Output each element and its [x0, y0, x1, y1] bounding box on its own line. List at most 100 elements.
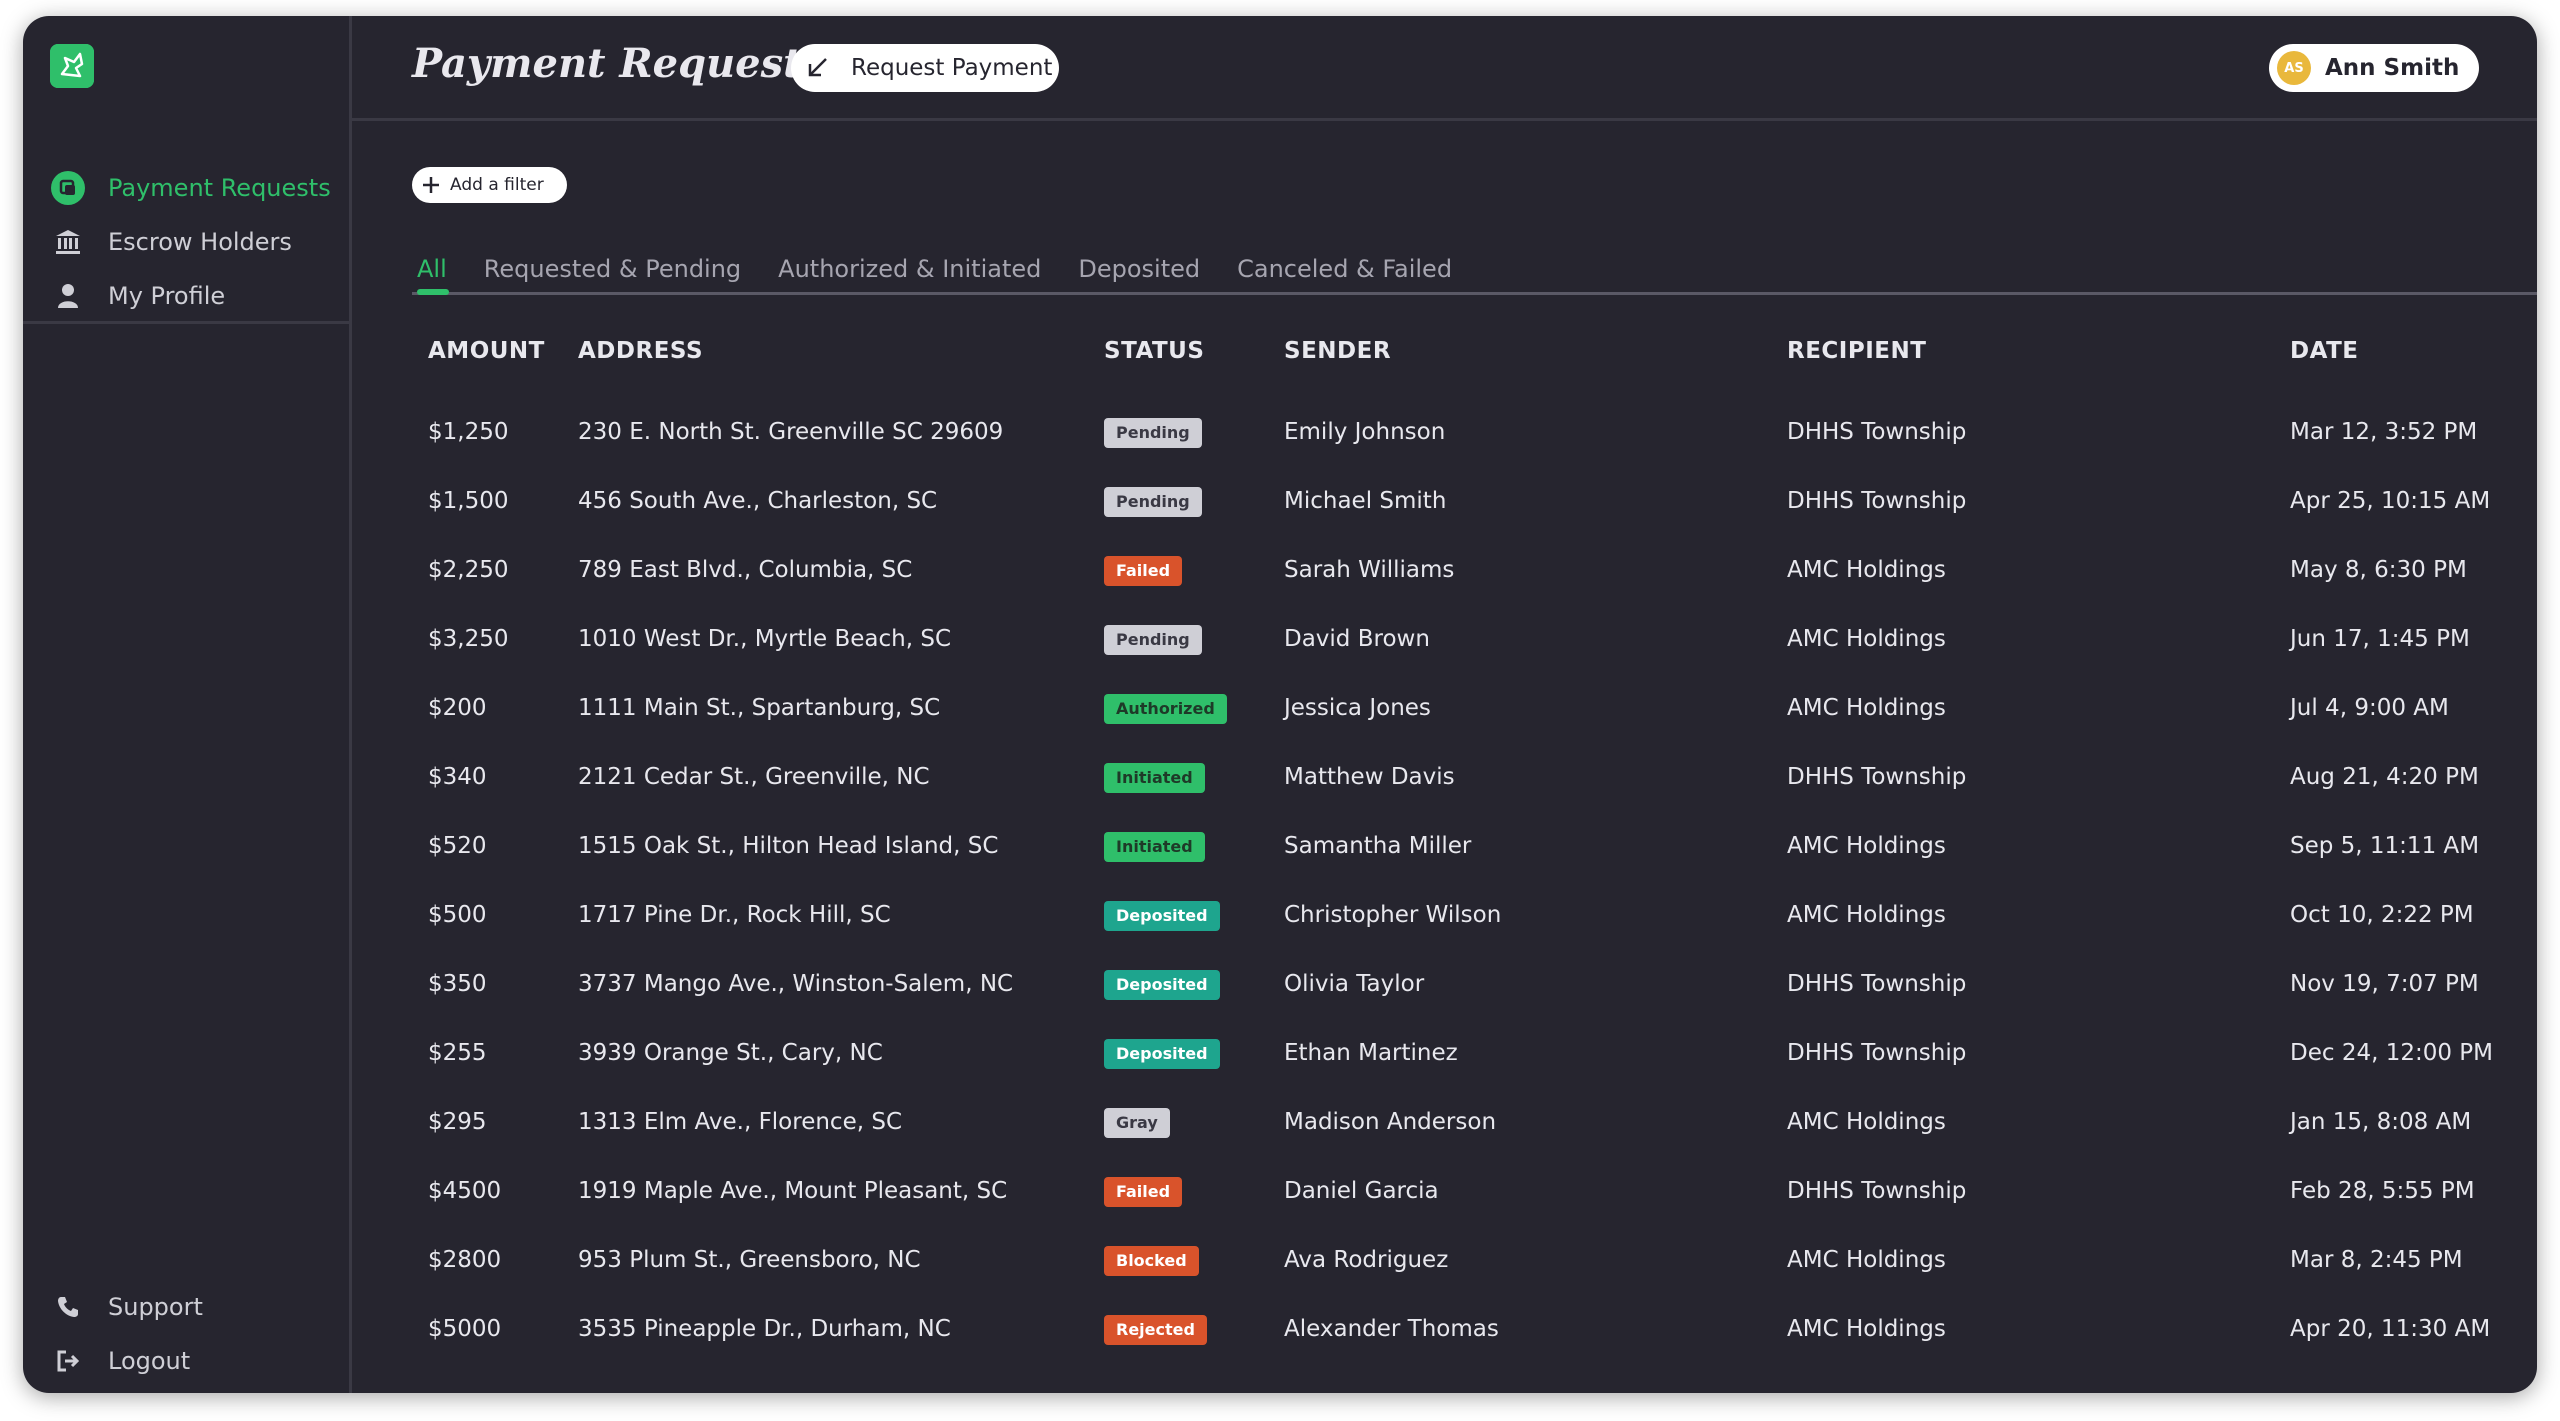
table-row[interactable]: $500 1717 Pine Dr., Rock Hill, SC Deposi…	[428, 882, 2528, 951]
recipient-cell: AMC Holdings	[1787, 626, 1946, 652]
recipient-cell: DHHS Township	[1787, 971, 1967, 997]
address-cell: 3737 Mango Ave., Winston-Salem, NC	[578, 971, 1014, 997]
date-cell: Mar 12, 3:52 PM	[2290, 419, 2478, 445]
sidebar-item-support[interactable]: Support	[50, 1280, 203, 1334]
sender-cell: Madison Anderson	[1284, 1109, 1497, 1135]
column-header-date[interactable]: DATE	[2290, 338, 2359, 364]
table-row[interactable]: $3,250 1010 West Dr., Myrtle Beach, SC P…	[428, 606, 2528, 675]
tab-all[interactable]: All	[417, 255, 447, 283]
address-cell: 1313 Elm Ave., Florence, SC	[578, 1109, 903, 1135]
address-cell: 456 South Ave., Charleston, SC	[578, 488, 938, 514]
address-cell: 789 East Blvd., Columbia, SC	[578, 557, 913, 583]
amount-cell: $2,250	[428, 557, 509, 583]
arrow-down-left-icon	[807, 56, 831, 80]
amount-cell: $200	[428, 695, 487, 721]
table-row[interactable]: $4500 1919 Maple Ave., Mount Pleasant, S…	[428, 1158, 2528, 1227]
sidebar-bottom-nav: Support Logout	[50, 1280, 203, 1388]
tab-canceled-failed[interactable]: Canceled & Failed	[1237, 255, 1453, 283]
sidebar-item-label: Payment Requests	[108, 174, 331, 202]
address-cell: 1717 Pine Dr., Rock Hill, SC	[578, 902, 891, 928]
date-cell: Apr 20, 11:30 AM	[2290, 1316, 2491, 1342]
column-header-status[interactable]: STATUS	[1104, 338, 1205, 364]
active-tab-indicator	[417, 289, 449, 295]
table-row[interactable]: $1,250 230 E. North St. Greenville SC 29…	[428, 399, 2528, 468]
address-cell: 1515 Oak St., Hilton Head Island, SC	[578, 833, 999, 859]
table-header: AMOUNT ADDRESS STATUS SENDER RECIPIENT D…	[428, 338, 2528, 407]
status-badge: Gray	[1104, 1108, 1170, 1138]
sender-cell: Sarah Williams	[1284, 557, 1455, 583]
column-header-recipient[interactable]: RECIPIENT	[1787, 338, 1927, 364]
address-cell: 230 E. North St. Greenville SC 29609	[578, 419, 1004, 445]
amount-cell: $295	[428, 1109, 487, 1135]
amount-cell: $520	[428, 833, 487, 859]
address-cell: 3939 Orange St., Cary, NC	[578, 1040, 883, 1066]
table-row[interactable]: $2800 953 Plum St., Greensboro, NC Block…	[428, 1227, 2528, 1296]
table-row[interactable]: $1,500 456 South Ave., Charleston, SC Pe…	[428, 468, 2528, 537]
status-badge: Blocked	[1104, 1246, 1199, 1276]
date-cell: Oct 10, 2:22 PM	[2290, 902, 2474, 928]
request-payment-button[interactable]: Request Payment	[791, 44, 1059, 92]
sidebar-divider	[23, 321, 349, 324]
table-row[interactable]: $350 3737 Mango Ave., Winston-Salem, NC …	[428, 951, 2528, 1020]
sender-cell: Ethan Martinez	[1284, 1040, 1458, 1066]
bank-icon	[50, 224, 86, 260]
sidebar-nav: Payment Requests Escrow Holders My Profi…	[50, 161, 331, 323]
tab-authorized-initiated[interactable]: Authorized & Initiated	[778, 255, 1042, 283]
date-cell: Jun 17, 1:45 PM	[2290, 626, 2470, 652]
recipient-cell: DHHS Township	[1787, 488, 1967, 514]
user-icon	[50, 278, 86, 314]
recipient-cell: AMC Holdings	[1787, 557, 1946, 583]
status-badge: Pending	[1104, 487, 1202, 517]
recipient-cell: DHHS Township	[1787, 419, 1967, 445]
sender-cell: Michael Smith	[1284, 488, 1447, 514]
status-badge: Initiated	[1104, 763, 1205, 793]
sender-cell: Emily Johnson	[1284, 419, 1446, 445]
date-cell: Apr 25, 10:15 AM	[2290, 488, 2491, 514]
sender-cell: Alexander Thomas	[1284, 1316, 1499, 1342]
sidebar-item-logout[interactable]: Logout	[50, 1334, 203, 1388]
table-row[interactable]: $200 1111 Main St., Spartanburg, SC Auth…	[428, 675, 2528, 744]
address-cell: 2121 Cedar St., Greenville, NC	[578, 764, 930, 790]
app-logo-icon[interactable]	[50, 44, 94, 88]
table-row[interactable]: $295 1313 Elm Ave., Florence, SC Gray Ma…	[428, 1089, 2528, 1158]
table-row[interactable]: $340 2121 Cedar St., Greenville, NC Init…	[428, 744, 2528, 813]
date-cell: Sep 5, 11:11 AM	[2290, 833, 2480, 859]
sidebar-item-label: Escrow Holders	[108, 228, 292, 256]
column-header-amount[interactable]: AMOUNT	[428, 338, 545, 364]
sidebar-item-payment-requests[interactable]: Payment Requests	[50, 161, 331, 215]
sidebar-item-escrow-holders[interactable]: Escrow Holders	[50, 215, 331, 269]
sender-cell: Samantha Miller	[1284, 833, 1472, 859]
amount-cell: $340	[428, 764, 487, 790]
amount-cell: $3,250	[428, 626, 509, 652]
status-badge: Deposited	[1104, 1039, 1220, 1069]
sidebar-item-my-profile[interactable]: My Profile	[50, 269, 331, 323]
tab-deposited[interactable]: Deposited	[1078, 255, 1201, 283]
date-cell: Jul 4, 9:00 AM	[2290, 695, 2449, 721]
table-row[interactable]: $5000 3535 Pineapple Dr., Durham, NC Rej…	[428, 1296, 2528, 1365]
date-cell: Mar 8, 2:45 PM	[2290, 1247, 2463, 1273]
status-badge: Authorized	[1104, 694, 1227, 724]
table-row[interactable]: $2,250 789 East Blvd., Columbia, SC Fail…	[428, 537, 2528, 606]
column-header-address[interactable]: ADDRESS	[578, 338, 704, 364]
sender-cell: Ava Rodriguez	[1284, 1247, 1449, 1273]
status-badge: Rejected	[1104, 1315, 1207, 1345]
date-cell: Nov 19, 7:07 PM	[2290, 971, 2479, 997]
sender-cell: David Brown	[1284, 626, 1430, 652]
table-row[interactable]: $520 1515 Oak St., Hilton Head Island, S…	[428, 813, 2528, 882]
sender-cell: Jessica Jones	[1284, 695, 1431, 721]
tab-requested-pending[interactable]: Requested & Pending	[483, 255, 742, 283]
plus-icon	[422, 176, 440, 194]
address-cell: 953 Plum St., Greensboro, NC	[578, 1247, 921, 1273]
tabs-divider	[412, 292, 2537, 295]
add-filter-button[interactable]: Add a filter	[412, 167, 567, 203]
column-header-sender[interactable]: SENDER	[1284, 338, 1392, 364]
status-tabs: All Requested & Pending Authorized & Ini…	[417, 255, 1489, 295]
address-cell: 1111 Main St., Spartanburg, SC	[578, 695, 941, 721]
table-row[interactable]: $255 3939 Orange St., Cary, NC Deposited…	[428, 1020, 2528, 1089]
amount-cell: $500	[428, 902, 487, 928]
sidebar: Payment Requests Escrow Holders My Profi…	[23, 16, 352, 1393]
header: Payment Requests Request Payment AS Ann …	[352, 16, 2537, 121]
app-window: Payment Requests Escrow Holders My Profi…	[23, 16, 2537, 1393]
address-cell: 1919 Maple Ave., Mount Pleasant, SC	[578, 1178, 1008, 1204]
user-menu[interactable]: AS Ann Smith	[2269, 44, 2479, 92]
